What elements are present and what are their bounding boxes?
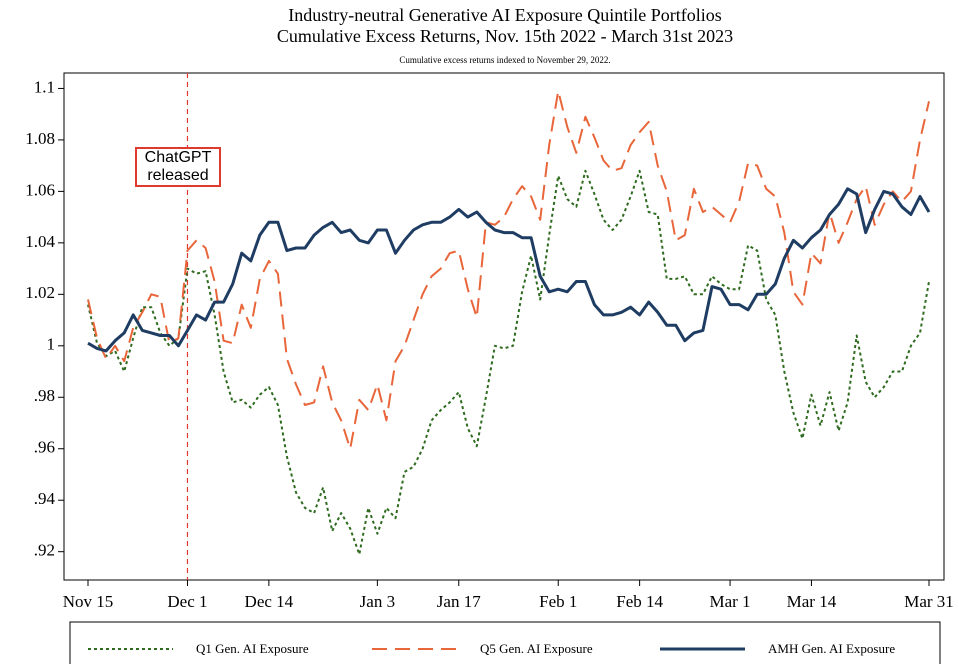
annotation-box (135, 147, 221, 187)
series-line (87, 187, 931, 353)
y-tick-label: 1.1 (34, 77, 55, 96)
y-tick-label: 1.02 (25, 283, 55, 302)
x-tick-label: Jan 17 (437, 592, 481, 611)
chart-title: Industry-neutral Generative AI Exposure … (288, 5, 721, 25)
y-tick-label: .96 (34, 438, 55, 457)
annotation-text: released (147, 167, 208, 184)
chart-subtitle: Cumulative excess returns indexed to Nov… (399, 55, 610, 65)
x-tick-label: Dec 1 (167, 592, 207, 611)
y-tick-label: .98 (34, 386, 55, 405)
x-tick-label: Feb 1 (539, 592, 577, 611)
x-tick-label: Feb 14 (616, 592, 663, 611)
y-tick-label: .92 (34, 541, 55, 560)
legend-label: Q1 Gen. AI Exposure (196, 641, 309, 656)
legend-label: AMH Gen. AI Exposure (768, 641, 895, 656)
chart-title: Cumulative Excess Returns, Nov. 15th 202… (277, 26, 733, 46)
y-tick-label: 1.04 (25, 232, 55, 251)
series-line (87, 169, 930, 556)
y-tick-label: .94 (34, 489, 56, 508)
x-tick-label: Mar 1 (710, 592, 751, 611)
annotation-text: ChatGPT (145, 149, 212, 166)
y-tick-label: 1.06 (25, 180, 55, 199)
legend-box (69, 621, 941, 664)
x-tick-label: Mar 31 (904, 592, 954, 611)
x-tick-label: Jan 3 (360, 592, 395, 611)
x-tick-label: Dec 14 (245, 592, 294, 611)
y-tick-label: 1.08 (25, 129, 55, 148)
series-line (87, 90, 930, 450)
plot-frame (63, 72, 945, 581)
x-tick-label: Nov 15 (63, 592, 114, 611)
y-tick-label: 1 (47, 335, 56, 354)
x-tick-label: Mar 14 (787, 592, 837, 611)
legend-label: Q5 Gen. AI Exposure (480, 641, 593, 656)
